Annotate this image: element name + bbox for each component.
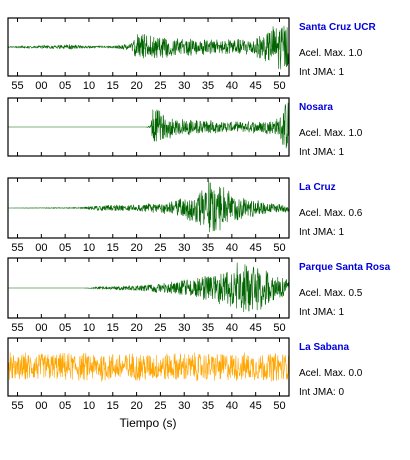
x-tick-label: 55 (11, 400, 23, 412)
waveform-trace (8, 102, 290, 149)
x-tick-label: 45 (250, 80, 262, 92)
x-tick-label: 30 (178, 80, 190, 92)
x-tick-label: 00 (35, 80, 47, 92)
max-acceleration: Acel. Max. 0.0 (299, 368, 363, 379)
x-tick-label: 05 (59, 242, 71, 254)
x-tick-label: 35 (202, 322, 214, 334)
x-tick-label: 30 (178, 322, 190, 334)
x-tick-label: 10 (83, 80, 95, 92)
max-acceleration: Acel. Max. 1.0 (299, 128, 363, 139)
x-tick-label: 15 (107, 322, 119, 334)
x-tick-label: 50 (273, 242, 285, 254)
panel-2: Nosara Acel. Max. 1.0 Int JMA: 1 (7, 97, 363, 158)
x-tick-label: 45 (250, 322, 262, 334)
x-tick-label: 50 (273, 80, 285, 92)
x-tick-label: 10 (83, 400, 95, 412)
x-tick-label: 45 (250, 242, 262, 254)
station-name: La Cruz (299, 182, 336, 193)
x-tick-label: 30 (178, 242, 190, 254)
x-tick-label: 50 (273, 322, 285, 334)
x-tick-label: 15 (107, 242, 119, 254)
x-tick-label: 05 (59, 400, 71, 412)
x-tick-label: 55 (11, 242, 23, 254)
jma-intensity: Int JMA: 1 (299, 67, 344, 78)
x-tick-label: 30 (178, 400, 190, 412)
panel-1: 55 00 05 10 15 20 25 30 35 40 45 50 Santa Cruz UCR Ac… (7, 17, 376, 92)
x-tick-label: 25 (154, 80, 166, 92)
x-tick-label: 40 (226, 400, 238, 412)
x-tick-label: 40 (226, 242, 238, 254)
x-tick-label: 00 (35, 322, 47, 334)
max-acceleration: Acel. Max. 0.5 (299, 288, 363, 299)
x-tick-label: 10 (83, 242, 95, 254)
x-tick-label: 35 (202, 242, 214, 254)
jma-intensity: Int JMA: 0 (299, 387, 344, 398)
station-name: La Sabana (299, 342, 349, 353)
panel-frame (7, 337, 290, 397)
max-acceleration: Acel. Max. 1.0 (299, 48, 363, 59)
x-tick-label: 10 (83, 322, 95, 334)
x-tick-label: 55 (11, 322, 23, 334)
waveform-trace (8, 262, 290, 313)
x-tick-label: 40 (226, 80, 238, 92)
x-tick-label: 25 (154, 322, 166, 334)
x-tick-label: 50 (273, 400, 285, 412)
panel-frame (7, 17, 290, 77)
station-name: Santa Cruz UCR (299, 22, 376, 33)
x-tick-label: 05 (59, 80, 71, 92)
jma-intensity: Int JMA: 1 (299, 147, 344, 158)
x-tick-label: 25 (154, 400, 166, 412)
x-tick-label: 35 (202, 80, 214, 92)
waveform-trace (7, 25, 290, 70)
panel-4: 55 00 05 10 15 20 25 30 35 40 45 50 Parque Santa Ros… (7, 257, 391, 334)
x-tick-label: 20 (130, 242, 142, 254)
x-tick-label: 15 (107, 80, 119, 92)
x-tick-label: 05 (59, 322, 71, 334)
x-tick-label: 40 (226, 322, 238, 334)
panel-frame (7, 257, 290, 319)
x-tick-label: 35 (202, 400, 214, 412)
station-name: Nosara (299, 102, 333, 113)
jma-intensity: Int JMA: 1 (299, 307, 344, 318)
jma-intensity: Int JMA: 1 (299, 227, 344, 238)
x-tick-label: 25 (154, 242, 166, 254)
max-acceleration: Acel. Max. 0.6 (299, 208, 363, 219)
panel-5: 55 00 05 10 15 20 25 30 35 40 45 50 La Sabana Acel. M… (7, 337, 363, 412)
panel-frame (7, 177, 290, 239)
x-tick-label: 55 (11, 80, 23, 92)
x-tick-label: 00 (35, 242, 47, 254)
x-tick-label: 00 (35, 400, 47, 412)
x-tick-label: 15 (107, 400, 119, 412)
x-tick-label: 20 (130, 80, 142, 92)
station-name: Parque Santa Rosa (299, 262, 391, 273)
waveform-trace (8, 181, 290, 233)
panel-frame (7, 97, 290, 157)
x-tick-label: 20 (130, 322, 142, 334)
panel-3: 55 00 05 10 15 20 25 30 35 40 45 50 La Cruz Acel. Max… (7, 177, 363, 254)
waveform-trace (7, 352, 290, 382)
x-axis-label: Tiempo (s) (120, 416, 177, 430)
x-tick-label: 20 (130, 400, 142, 412)
x-tick-label: 45 (250, 400, 262, 412)
